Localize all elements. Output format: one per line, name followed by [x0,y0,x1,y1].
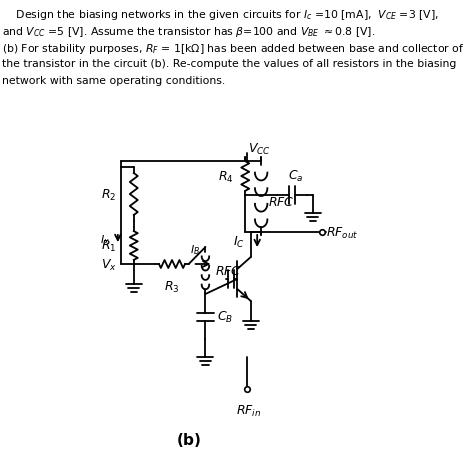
Text: $C_a$: $C_a$ [288,169,303,184]
Text: (b) For stability purposes, $R_F$ = 1[k$\Omega$] has been added between base and: (b) For stability purposes, $R_F$ = 1[k$… [1,42,464,56]
Text: $RF_{in}$: $RF_{in}$ [236,403,261,418]
Text: Design the biasing networks in the given circuits for $I_c$ =10 [mA],  $V_{CE}$ : Design the biasing networks in the given… [1,8,438,22]
Text: $V_x$: $V_x$ [101,257,117,272]
Text: $I_B$: $I_B$ [190,243,200,257]
Text: $RFC$: $RFC$ [215,265,242,278]
Text: $V_{CC}$: $V_{CC}$ [248,142,271,157]
Text: $RFC$: $RFC$ [267,195,294,208]
Text: $RF_{out}$: $RF_{out}$ [327,225,359,240]
Text: $\mathbf{(b)}$: $\mathbf{(b)}$ [176,430,201,448]
Text: the transistor in the circuit (b). Re-compute the values of all resistors in the: the transistor in the circuit (b). Re-co… [1,59,456,69]
Text: network with same operating conditions.: network with same operating conditions. [1,76,225,86]
Text: $C_B$: $C_B$ [217,309,233,324]
Text: $R_3$: $R_3$ [164,279,180,295]
Text: $R_1$: $R_1$ [101,238,116,254]
Text: $R_4$: $R_4$ [219,169,234,184]
Text: $R_2$: $R_2$ [101,187,116,202]
Text: $I_C$: $I_C$ [234,234,245,249]
Text: and $V_{CC}$ =5 [V]. Assume the transistor has $\beta$=100 and $V_{BE}$ $\approx: and $V_{CC}$ =5 [V]. Assume the transist… [1,25,375,39]
Text: $I_x$: $I_x$ [100,232,110,246]
